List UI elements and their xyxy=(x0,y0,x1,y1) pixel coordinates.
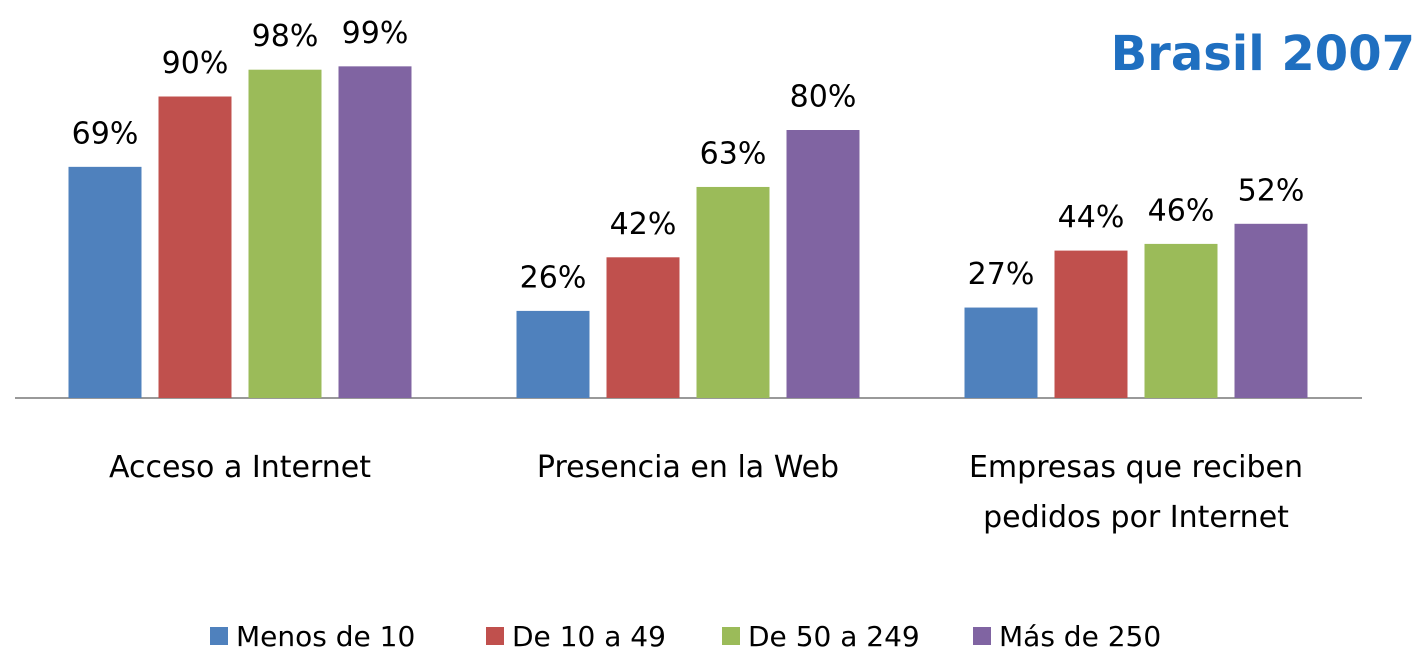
data-label: 52% xyxy=(1238,173,1305,208)
x-tick-label: Acceso a Internet xyxy=(108,450,371,485)
data-label: 46% xyxy=(1148,193,1215,228)
bar xyxy=(248,69,322,398)
data-label: 63% xyxy=(700,136,767,171)
bar xyxy=(1054,250,1128,398)
bar xyxy=(338,66,412,398)
chart-title: Brasil 2007 xyxy=(1111,26,1415,82)
bar xyxy=(696,186,770,398)
legend-label: Menos de 10 xyxy=(236,620,415,652)
legend-label: De 10 a 49 xyxy=(512,620,666,652)
bar xyxy=(1234,223,1308,398)
data-label: 99% xyxy=(342,16,409,51)
bar xyxy=(786,130,860,398)
data-label: 44% xyxy=(1058,200,1125,235)
bar xyxy=(964,307,1038,398)
legend-label: Más de 250 xyxy=(999,620,1161,652)
legend-swatch xyxy=(722,627,740,645)
data-label: 27% xyxy=(968,257,1035,292)
bar xyxy=(1144,243,1218,398)
data-label: 26% xyxy=(520,260,587,295)
data-label: 80% xyxy=(790,80,857,115)
legend-swatch xyxy=(210,627,228,645)
data-label: 42% xyxy=(610,207,677,242)
bar xyxy=(158,96,232,398)
bar xyxy=(606,257,680,398)
bar xyxy=(68,166,142,398)
legend-label: De 50 a 249 xyxy=(748,620,920,652)
legend-swatch xyxy=(486,627,504,645)
data-label: 69% xyxy=(72,116,139,151)
legend-swatch xyxy=(973,627,991,645)
data-label: 98% xyxy=(252,19,319,54)
x-tick-label: Presencia en la Web xyxy=(536,450,840,485)
data-label: 90% xyxy=(162,46,229,81)
x-tick-label: Empresas que reciben pedidos por Interne… xyxy=(968,450,1304,535)
bar xyxy=(516,310,590,398)
